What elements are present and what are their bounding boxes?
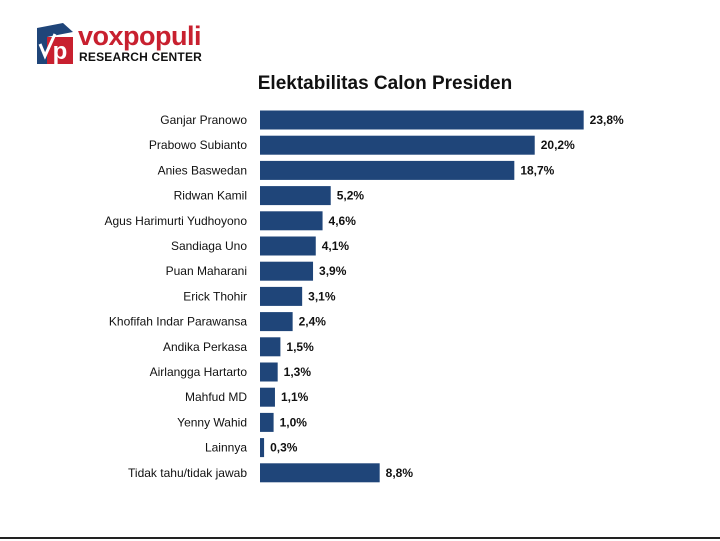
category-label: Puan Maharani [166, 264, 247, 278]
value-label: 8,8% [386, 466, 414, 480]
category-label: Agus Harimurti Yudhoyono [104, 214, 247, 228]
bar [260, 236, 316, 256]
value-label: 5,2% [337, 189, 365, 203]
bar [260, 160, 515, 180]
category-label: Khofifah Indar Parawansa [109, 315, 247, 329]
value-label: 1,5% [286, 340, 314, 354]
bar [260, 387, 275, 407]
bar [260, 110, 584, 130]
bottom-divider [0, 537, 720, 539]
category-label: Airlangga Hartarto [150, 365, 248, 379]
value-label: 20,2% [541, 138, 575, 152]
value-label: 4,6% [329, 214, 357, 228]
svg-text:p: p [53, 38, 68, 65]
bar [260, 211, 323, 231]
value-label: 1,3% [284, 365, 312, 379]
brand-name: voxpopuli [78, 21, 202, 51]
bar [260, 337, 281, 357]
bar [260, 261, 314, 281]
category-label: Ganjar Pranowo [160, 113, 247, 127]
bar [260, 312, 293, 332]
value-label: 3,1% [308, 289, 336, 303]
value-label: 18,7% [520, 163, 554, 177]
value-label: 2,4% [299, 315, 327, 329]
value-label: 4,1% [322, 239, 350, 253]
bar [260, 412, 274, 432]
category-label: Sandiaga Uno [171, 239, 247, 253]
category-label: Andika Perkasa [163, 340, 247, 354]
category-label: Erick Thohir [183, 289, 247, 303]
voxpopuli-logo-icon: p [37, 23, 73, 65]
logo: p voxpopuli RESEARCH CENTER [33, 20, 213, 66]
category-label: Tidak tahu/tidak jawab [128, 466, 247, 480]
value-label: 23,8% [590, 113, 624, 127]
value-label: 1,1% [281, 390, 309, 404]
bar [260, 286, 303, 306]
category-label: Yenny Wahid [177, 415, 247, 429]
category-label: Anies Baswedan [158, 163, 247, 177]
category-label: Prabowo Subianto [149, 138, 247, 152]
category-label: Lainnya [205, 441, 247, 455]
bar [260, 463, 380, 483]
chart-title: Elektabilitas Calon Presiden [257, 73, 513, 94]
bar [260, 362, 278, 382]
bar [260, 438, 265, 458]
brand-subtitle: RESEARCH CENTER [79, 50, 203, 64]
bar [260, 135, 535, 155]
value-label: 1,0% [280, 415, 308, 429]
category-label: Mahfud MD [185, 390, 247, 404]
category-label: Ridwan Kamil [174, 189, 247, 203]
value-label: 0,3% [270, 441, 298, 455]
bar [260, 186, 331, 206]
value-label: 3,9% [319, 264, 347, 278]
